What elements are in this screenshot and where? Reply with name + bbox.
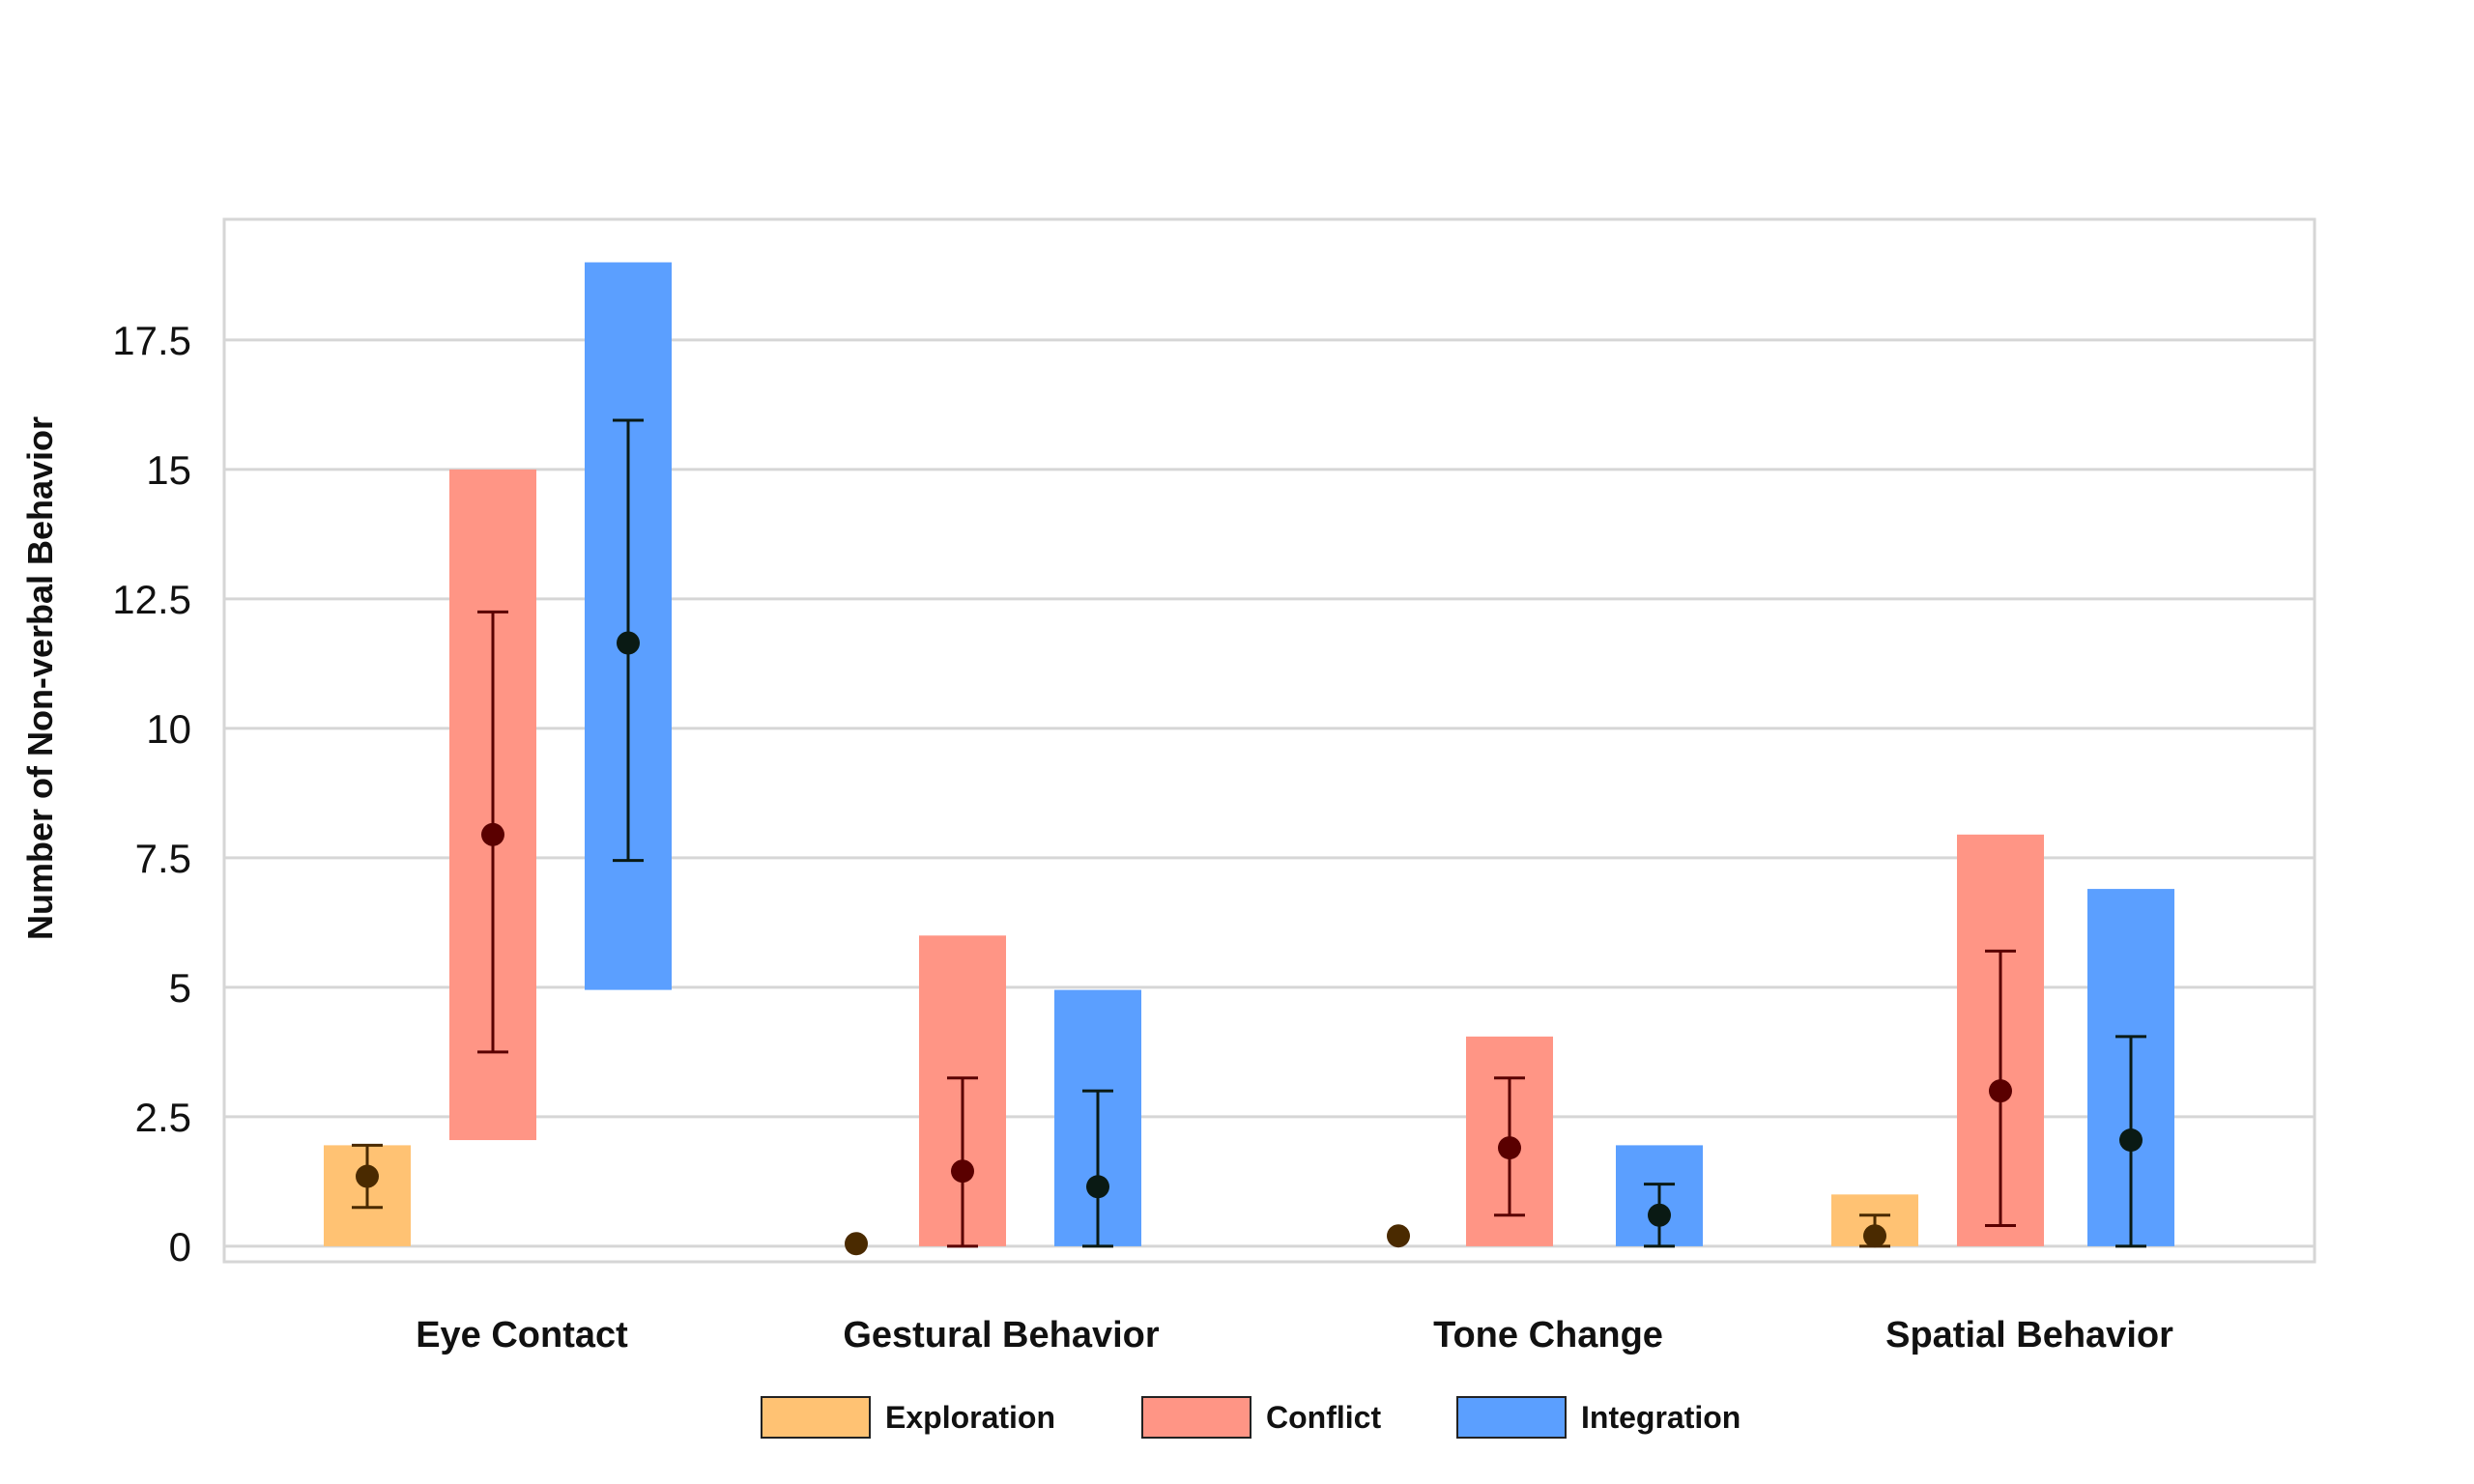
mean-point-conflict-3 <box>1989 1079 2012 1103</box>
mean-point-integration-1 <box>1086 1175 1109 1199</box>
x-category-label: Tone Change <box>1433 1315 1663 1356</box>
mean-point-conflict-2 <box>1498 1136 1521 1160</box>
y-axis-title: Number of Non-verbal Behavior <box>20 416 60 940</box>
legend-swatch-conflict <box>1141 1396 1251 1439</box>
mean-point-exploration-2 <box>1387 1224 1410 1248</box>
mean-point-conflict-0 <box>481 822 504 846</box>
y-tick-label: 15 <box>146 447 191 493</box>
y-tick-label: 7.5 <box>135 836 191 881</box>
x-category-label: Spatial Behavior <box>1885 1315 2173 1356</box>
legend: Exploration Conflict Integration <box>761 1396 1740 1439</box>
x-category-label: Gestural Behavior <box>843 1315 1160 1356</box>
legend-label-exploration: Exploration <box>885 1400 1055 1435</box>
y-tick-label: 0 <box>169 1224 191 1270</box>
mean-point-conflict-1 <box>951 1159 974 1184</box>
x-axis-categories: Eye Contact Gestural Behavior Tone Change S… <box>416 1315 2173 1356</box>
y-tick-label: 10 <box>146 706 191 752</box>
mean-point-exploration-3 <box>1863 1224 1886 1248</box>
y-tick-label: 12.5 <box>112 577 191 622</box>
mean-point-exploration-0 <box>356 1164 379 1188</box>
mean-point-integration-3 <box>2119 1128 2143 1153</box>
legend-swatch-integration <box>1456 1396 1567 1439</box>
y-tick-label: 5 <box>169 965 191 1011</box>
y-tick-label: 17.5 <box>112 318 191 363</box>
x-category-label: Eye Contact <box>416 1315 628 1356</box>
legend-label-conflict: Conflict <box>1266 1400 1381 1435</box>
y-tick-label: 2.5 <box>135 1095 191 1140</box>
legend-swatch-exploration <box>761 1396 871 1439</box>
legend-label-integration: Integration <box>1581 1400 1740 1435</box>
mean-point-exploration-1 <box>845 1232 868 1256</box>
error-bars <box>352 418 2146 1256</box>
mean-point-integration-0 <box>617 631 640 655</box>
mean-point-integration-2 <box>1648 1203 1671 1227</box>
y-axis-ticks: 0 2.5 5 7.5 10 12.5 15 17.5 <box>112 318 191 1270</box>
